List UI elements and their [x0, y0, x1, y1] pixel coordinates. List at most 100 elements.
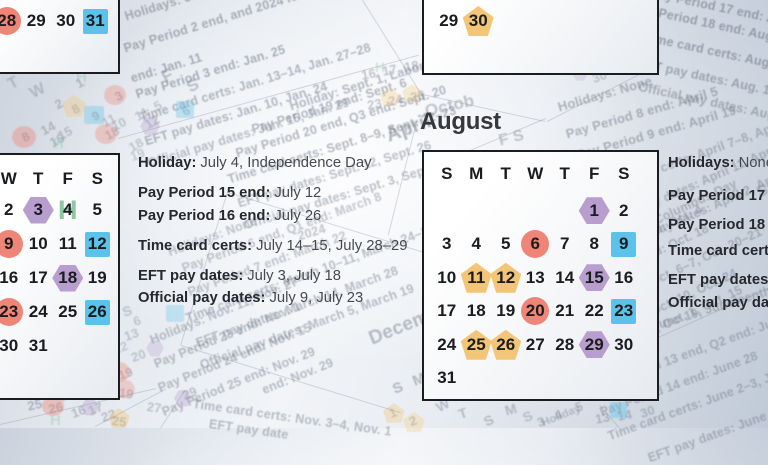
calendar-day: 21: [550, 295, 580, 329]
pay-period-end-marker: [84, 299, 110, 325]
day-number: 12: [87, 234, 107, 253]
day-number: 30: [56, 11, 76, 30]
ghost-eft-hexagon: [174, 390, 192, 407]
august-info-block: Holidays:None Pay Period 17 en Pay Period …: [668, 155, 768, 311]
day-number: 24: [437, 334, 457, 354]
calendar-day: 28: [550, 328, 580, 362]
calendar-day: 14: [550, 261, 580, 295]
info-line: Time card certs:: [668, 243, 768, 259]
day-number: 30: [468, 11, 488, 30]
day-number: 6: [530, 234, 540, 254]
calendar-day: 11: [460, 261, 492, 295]
ghost-eft-hexagon: [146, 340, 164, 357]
day-number: 9: [619, 234, 629, 254]
day-number: 30: [614, 334, 634, 354]
calendar-day: 29: [578, 328, 610, 362]
empty-cell: [53, 329, 83, 363]
ghost-official-pay-circle: [42, 396, 64, 417]
ghost-time-card-pentagon: [108, 408, 130, 429]
calendar-day: 30: [0, 329, 24, 363]
info-value: July 12: [274, 185, 322, 201]
info-value: July 3, July 18: [247, 268, 342, 284]
day-header: M: [469, 164, 484, 183]
day-number: 16: [0, 268, 19, 287]
official-pay-date-marker: [0, 230, 23, 258]
ghost-time-card-pentagon: [403, 412, 425, 433]
info-value: July 4, Independence Day: [200, 155, 372, 171]
ghost-pay-period-square: [84, 106, 104, 125]
day-number: 12: [496, 267, 516, 287]
info-label: Time card certs:: [668, 243, 768, 259]
info-value: July 14–15, July 28–29: [256, 238, 408, 254]
calendar-day: 7: [550, 228, 580, 262]
day-number: 25: [466, 334, 486, 354]
day-number: 8: [589, 234, 599, 254]
calendar-week-row: 17 18 19 20 21 22 23: [432, 295, 657, 329]
ghost-time-card-pentagon: [402, 84, 422, 103]
empty-cell: [491, 194, 521, 228]
top-center-calendar-card: 29 30: [422, 0, 659, 75]
day-number: 15: [584, 267, 604, 287]
info-label: Pay Period 16 end:: [138, 208, 271, 224]
ghost-holiday-h-icon: H: [53, 135, 64, 152]
day-number: 2: [4, 200, 14, 219]
pay-period-end-marker: [82, 8, 108, 34]
day-number: 23: [614, 301, 634, 321]
empty-cell: [491, 362, 521, 396]
day-number: 29: [26, 11, 46, 30]
info-value: July 26: [274, 208, 322, 224]
pay-period-end-marker: [611, 298, 637, 324]
empty-cell: [609, 362, 639, 396]
day-number: 13: [525, 267, 545, 287]
info-label: Official pay dates:: [138, 290, 266, 306]
calendar-day: 31: [24, 329, 54, 363]
calendar-day: 23: [0, 295, 24, 329]
calendar-week-row: 10 11 12 13 14 15 16: [432, 261, 657, 295]
info-line: EFT pay dates: July 3, July 18: [138, 268, 407, 284]
day-number: 9: [4, 234, 14, 253]
ghost-time-card-pentagon: [383, 403, 405, 424]
empty-cell: [83, 329, 113, 363]
ghost-holiday-h-icon: H: [76, 69, 87, 86]
empty-cell: [580, 362, 610, 396]
calendar-day: 26: [83, 295, 113, 329]
day-number: 2: [619, 200, 629, 220]
month-title: August: [420, 108, 501, 135]
day-header: S: [441, 164, 453, 183]
calendar-day: 28: [0, 4, 22, 38]
calendar-day: 2: [609, 194, 639, 228]
empty-cell: [521, 194, 551, 228]
calendar-day: 19: [491, 295, 521, 329]
day-number: 31: [28, 336, 48, 355]
day-header: T: [500, 164, 511, 183]
calendar-day: 8: [580, 228, 610, 262]
background-text-fragment: T: [456, 404, 470, 423]
day-number: 26: [496, 334, 516, 354]
empty-cell: [550, 362, 580, 396]
calendar-day: 5: [491, 228, 521, 262]
day-header: F: [589, 164, 600, 183]
background-text-fragment: 27: [145, 399, 163, 416]
holiday-marker: H: [58, 194, 78, 225]
day-number: 4: [63, 200, 73, 219]
background-text-fragment: W: [27, 79, 49, 103]
background-text-fragment: 23: [366, 95, 384, 113]
day-number: 17: [437, 301, 457, 321]
day-number: 18: [58, 268, 78, 287]
calendar-week-row: 29 30: [434, 4, 657, 38]
ghost-official-pay-circle: [95, 124, 117, 145]
info-line: Holiday: July 4, Independence Day: [138, 155, 407, 171]
calendar-day: 15: [578, 261, 610, 295]
calendar-week-row: 9 10 11 12: [0, 227, 118, 261]
day-number: 29: [584, 334, 604, 354]
day-number: 30: [0, 336, 19, 355]
day-number: 28: [0, 11, 17, 30]
calendar-day: 4: [462, 228, 492, 262]
empty-cell: [550, 194, 580, 228]
day-header: F: [62, 169, 73, 188]
day-header: W: [0, 169, 17, 188]
day-number: 14: [555, 267, 575, 287]
day-number: 7: [560, 234, 570, 254]
